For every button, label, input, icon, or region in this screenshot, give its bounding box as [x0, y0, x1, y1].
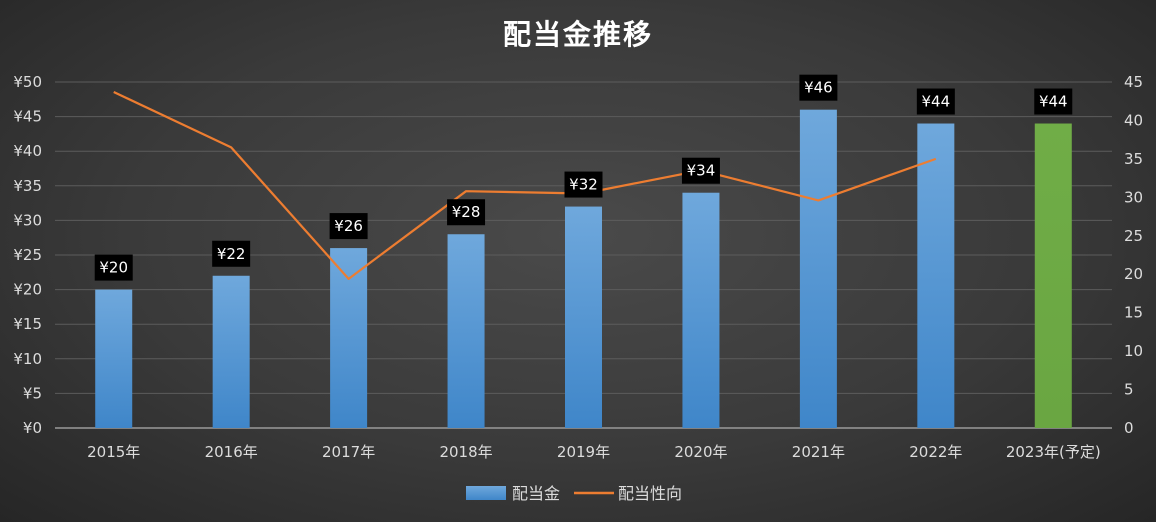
y-tick-left: ¥40 — [13, 142, 42, 160]
y-tick-left: ¥0 — [23, 419, 42, 437]
y-tick-left: ¥5 — [23, 384, 42, 402]
y-tick-right: 45 — [1124, 73, 1143, 91]
data-label-bg — [799, 74, 838, 101]
payout-line — [113, 91, 937, 280]
y-tick-right: 5 — [1124, 381, 1134, 399]
data-label: ¥20 — [99, 259, 128, 277]
x-tick: 2019年 — [557, 443, 610, 461]
data-label: ¥34 — [687, 162, 716, 180]
x-tick: 2018年 — [439, 443, 492, 461]
x-tick: 2022年 — [909, 443, 962, 461]
bar — [95, 289, 133, 428]
y-tick-right: 25 — [1124, 227, 1143, 245]
y-tick-left: ¥10 — [13, 350, 42, 368]
legend: 配当金 配当性向 — [466, 484, 682, 503]
y-tick-left: ¥15 — [13, 315, 42, 333]
bars — [95, 109, 1072, 429]
data-label-bg — [94, 254, 133, 281]
data-label: ¥44 — [1039, 93, 1068, 111]
data-label-bg — [1034, 88, 1073, 115]
x-tick: 2017年 — [322, 443, 375, 461]
y-tick-left: ¥25 — [13, 246, 42, 264]
y-tick-right: 0 — [1124, 419, 1134, 437]
bar — [682, 192, 720, 428]
bar-forecast — [1034, 123, 1072, 429]
bar — [799, 109, 837, 429]
y-tick-right: 15 — [1124, 304, 1143, 322]
y-tick-right: 30 — [1124, 188, 1143, 206]
data-label-bg — [212, 240, 251, 267]
bar — [212, 275, 250, 428]
data-label: ¥32 — [569, 176, 598, 194]
x-tick: 2016年 — [205, 443, 258, 461]
legend-swatch-dividend — [466, 486, 506, 500]
y-tick-right: 35 — [1124, 150, 1143, 168]
bar — [565, 206, 602, 428]
data-labels: ¥20 ¥22 ¥26 ¥28 ¥32 ¥34 ¥46 ¥44 ¥44 — [94, 74, 1073, 281]
y-axis-right: 0 5 10 15 20 25 30 35 40 45 — [1124, 73, 1143, 437]
chart-title: 配当金推移 — [503, 18, 653, 51]
y-tick-right: 40 — [1124, 111, 1143, 129]
payout-ratio-line — [113, 91, 937, 280]
y-tick-left: ¥35 — [13, 177, 42, 195]
data-label-bg — [564, 171, 603, 198]
bar — [917, 123, 955, 429]
data-label: ¥46 — [804, 79, 833, 97]
x-axis: 2015年 2016年 2017年 2018年 2019年 2020年 2021年 2022年… — [87, 443, 1101, 461]
x-tick: 2023年(予定) — [1006, 443, 1101, 461]
y-axis-left: ¥0 ¥5 ¥10 ¥15 ¥20 ¥25 ¥30 ¥35 ¥40 ¥45 ¥50 — [13, 73, 42, 437]
data-label-bg — [916, 88, 955, 115]
y-tick-left: ¥20 — [13, 281, 42, 299]
y-tick-left: ¥30 — [13, 211, 42, 229]
data-label-bg — [329, 213, 368, 240]
data-label: ¥28 — [452, 203, 481, 221]
data-label-bg — [681, 157, 720, 184]
legend-label-dividend: 配当金 — [512, 484, 560, 503]
legend-label-payout: 配当性向 — [618, 484, 682, 503]
data-label: ¥26 — [334, 217, 363, 235]
y-tick-right: 20 — [1124, 265, 1143, 283]
x-tick: 2015年 — [87, 443, 140, 461]
x-tick: 2021年 — [792, 443, 845, 461]
y-tick-right: 10 — [1124, 342, 1143, 360]
y-tick-left: ¥50 — [13, 73, 42, 91]
data-label: ¥44 — [922, 93, 951, 111]
data-label: ¥22 — [217, 245, 246, 263]
x-tick: 2020年 — [674, 443, 727, 461]
bar — [447, 234, 485, 428]
data-label-bg — [447, 199, 486, 226]
y-tick-left: ¥45 — [13, 108, 42, 126]
bar — [330, 248, 368, 428]
